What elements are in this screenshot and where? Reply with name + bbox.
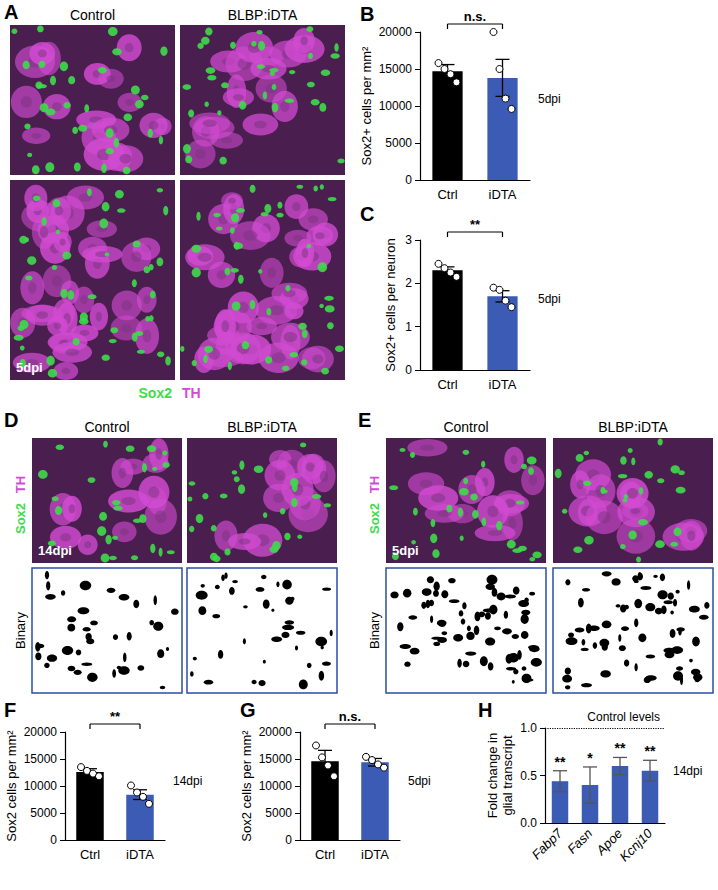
svg-text:5000: 5000	[385, 136, 412, 150]
svg-text:BLBP:iDTA: BLBP:iDTA	[598, 419, 668, 435]
svg-text:E: E	[358, 409, 371, 431]
svg-text:F: F	[4, 699, 16, 721]
svg-text:Sox2: Sox2	[139, 385, 173, 401]
svg-text:5dpi: 5dpi	[408, 774, 431, 788]
svg-text:15000: 15000	[24, 752, 58, 766]
svg-text:10000: 10000	[24, 779, 58, 793]
svg-text:C: C	[360, 203, 374, 225]
svg-text:**: **	[470, 217, 481, 232]
svg-text:iDTA: iDTA	[489, 377, 517, 392]
svg-text:iDTA: iDTA	[489, 187, 517, 202]
svg-text:5dpi: 5dpi	[538, 92, 561, 106]
svg-text:Ctrl: Ctrl	[80, 847, 100, 862]
svg-text:Control: Control	[70, 7, 115, 23]
svg-text:Fold change in: Fold change in	[485, 733, 500, 818]
svg-text:Ctrl: Ctrl	[437, 187, 457, 202]
svg-text:n.s.: n.s.	[464, 9, 486, 24]
svg-text:14dpi: 14dpi	[38, 543, 72, 558]
svg-text:A: A	[4, 1, 18, 23]
svg-text:0: 0	[285, 833, 292, 847]
svg-text:TH: TH	[13, 476, 28, 493]
svg-text:5dpi: 5dpi	[538, 292, 561, 306]
svg-text:0.0: 0.0	[520, 816, 537, 830]
svg-text:Binary: Binary	[13, 612, 28, 649]
svg-text:BLBP:iDTA: BLBP:iDTA	[227, 419, 297, 435]
svg-text:14dpi: 14dpi	[673, 764, 702, 778]
svg-text:14dpi: 14dpi	[173, 774, 202, 788]
svg-text:15000: 15000	[259, 752, 293, 766]
svg-text:Fabp7: Fabp7	[529, 825, 566, 862]
svg-text:B: B	[360, 3, 374, 25]
svg-text:2: 2	[405, 276, 412, 290]
svg-text:Sox2+ cells per mm²: Sox2+ cells per mm²	[359, 46, 374, 166]
svg-text:20000: 20000	[379, 25, 413, 39]
svg-text:iDTA: iDTA	[126, 847, 154, 862]
svg-text:15000: 15000	[379, 62, 413, 76]
svg-text:glial transcript: glial transcript	[500, 735, 515, 816]
svg-text:Control: Control	[443, 419, 488, 435]
svg-text:1.0: 1.0	[520, 721, 537, 735]
svg-text:TH: TH	[367, 476, 382, 493]
svg-text:iDTA: iDTA	[361, 847, 389, 862]
svg-text:**: **	[555, 754, 566, 770]
svg-text:20000: 20000	[24, 725, 58, 739]
svg-text:10000: 10000	[259, 779, 293, 793]
svg-text:20000: 20000	[259, 725, 293, 739]
svg-text:Ctrl: Ctrl	[437, 377, 457, 392]
svg-text:Binary: Binary	[367, 612, 382, 649]
svg-text:0: 0	[405, 173, 412, 187]
svg-text:Fasn: Fasn	[564, 826, 595, 857]
svg-text:0: 0	[50, 833, 57, 847]
svg-text:Sox2 cells per mm²: Sox2 cells per mm²	[239, 730, 254, 842]
svg-text:**: **	[615, 740, 626, 756]
svg-text:5dpi: 5dpi	[16, 360, 43, 375]
svg-text:Kcnj10: Kcnj10	[617, 825, 656, 864]
svg-text:**: **	[645, 743, 656, 759]
svg-text:Sox2+ cells per neuron: Sox2+ cells per neuron	[383, 238, 398, 371]
svg-text:5dpi: 5dpi	[392, 543, 419, 558]
svg-text:D: D	[4, 409, 18, 431]
svg-text:5000: 5000	[30, 806, 57, 820]
svg-text:Apoe: Apoe	[593, 825, 626, 858]
svg-text:5000: 5000	[265, 806, 292, 820]
svg-text:Control: Control	[84, 419, 129, 435]
svg-text:BLBP:iDTA: BLBP:iDTA	[228, 7, 298, 23]
svg-text:3: 3	[405, 233, 412, 247]
svg-text:10000: 10000	[379, 99, 413, 113]
svg-text:Sox2: Sox2	[13, 503, 28, 534]
svg-text:n.s.: n.s.	[339, 709, 361, 724]
svg-text:Sox2 cells per mm²: Sox2 cells per mm²	[4, 730, 19, 842]
svg-text:Sox2: Sox2	[367, 503, 382, 534]
svg-text:G: G	[240, 699, 256, 721]
svg-text:*: *	[587, 750, 593, 766]
svg-text:1: 1	[405, 320, 412, 334]
svg-text:**: **	[110, 709, 121, 724]
svg-text:H: H	[478, 699, 492, 721]
svg-text:0: 0	[405, 363, 412, 377]
svg-text:0.5: 0.5	[520, 769, 537, 783]
svg-text:Control levels: Control levels	[587, 710, 660, 724]
svg-text:Ctrl: Ctrl	[315, 847, 335, 862]
svg-text:TH: TH	[182, 385, 201, 401]
